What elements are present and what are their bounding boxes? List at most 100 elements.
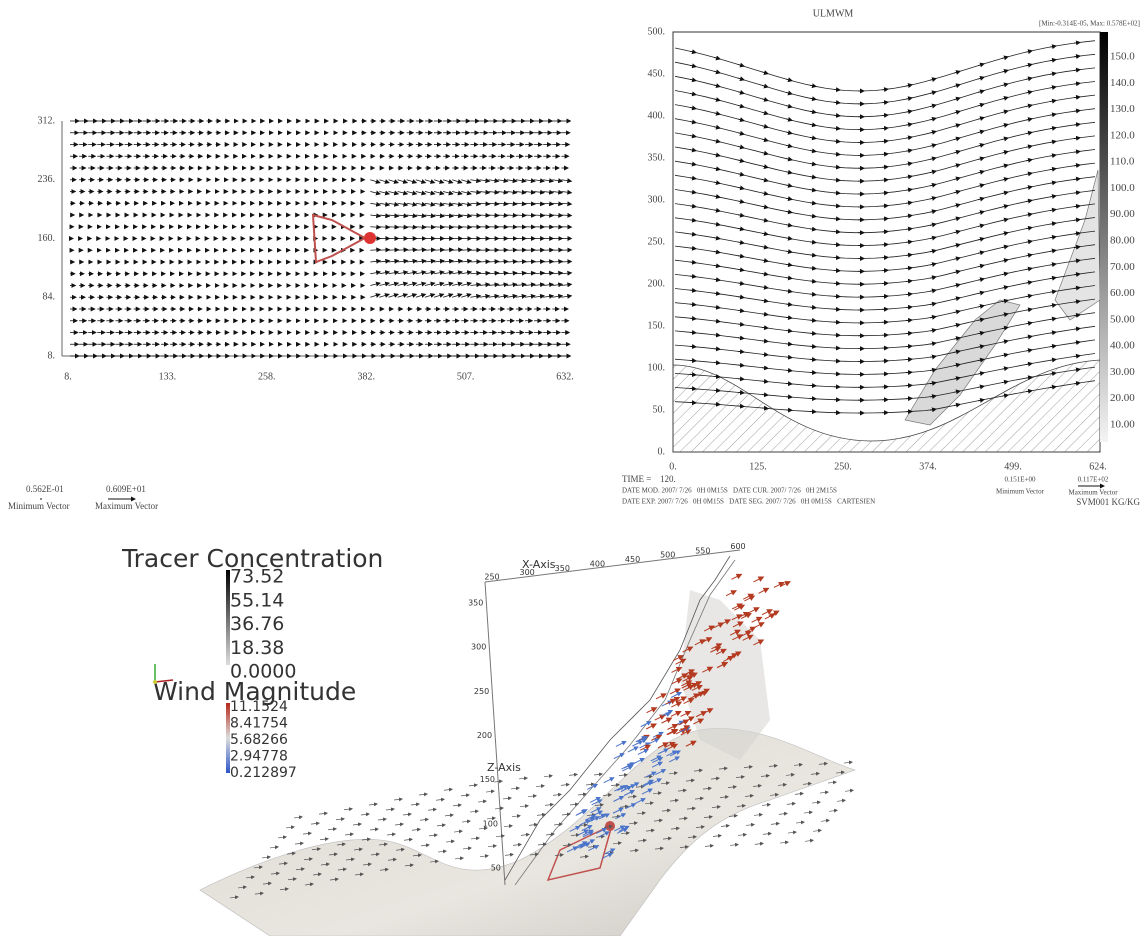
surface-vector — [429, 835, 437, 836]
surface-vector — [438, 851, 446, 852]
wind-vector — [389, 283, 399, 285]
wind-vector — [389, 192, 399, 194]
wind-vector — [1074, 151, 1080, 152]
surface-vector — [538, 844, 546, 845]
wind-vector — [810, 268, 816, 269]
wind-vector — [1002, 138, 1008, 140]
wind-vector — [470, 261, 480, 262]
wind-vector — [552, 284, 562, 285]
wind-vector — [954, 231, 960, 233]
z-tick-label: 100 — [483, 819, 498, 828]
wind-vector — [370, 215, 380, 216]
wind-vector — [954, 244, 960, 246]
colorbar-label: 20.00 — [1110, 392, 1135, 404]
wind-vector — [762, 153, 768, 155]
wind-vector — [1002, 206, 1008, 207]
wind-vector — [762, 395, 768, 396]
wind-vector — [738, 283, 744, 284]
wind-vector — [714, 141, 720, 142]
surface-vector — [403, 814, 411, 815]
wind-vector — [676, 697, 686, 702]
surface-vector — [771, 823, 779, 824]
wind-vector — [1050, 114, 1056, 115]
wind-vector — [744, 596, 754, 601]
x-tick-label: 133. — [159, 371, 177, 382]
wind-vector — [762, 314, 768, 315]
wind-vector — [1074, 179, 1080, 180]
surface-vector — [594, 774, 602, 775]
wind-vector — [507, 273, 517, 274]
wind-vector — [543, 284, 553, 285]
wind-vector — [1002, 192, 1008, 193]
wind-vector — [656, 694, 666, 699]
wind-vector — [978, 158, 984, 160]
top-left-panel: 0.562E-01 Minimum Vector 0.609E+01 Maxim… — [8, 115, 574, 511]
surface-vector — [436, 799, 444, 800]
wind-vector — [616, 741, 626, 746]
surface-vector — [511, 788, 519, 789]
surface-vector — [796, 822, 804, 823]
surface-vector — [270, 847, 278, 848]
wind-label: 11.1524 — [230, 699, 288, 715]
wind-vector — [416, 272, 426, 274]
wind-vector — [434, 203, 444, 205]
wind-vector — [534, 284, 544, 285]
surface-vector — [444, 789, 452, 790]
surface-vector — [311, 823, 319, 824]
surface-vector — [446, 841, 454, 842]
wind-vector — [379, 261, 389, 262]
surface-vector — [812, 802, 820, 803]
wind-vector — [507, 261, 517, 262]
wind-vector — [690, 248, 696, 249]
wind-vector — [738, 242, 744, 243]
wind-vector — [930, 79, 936, 81]
wind-vector — [714, 127, 720, 128]
wind-vector — [978, 64, 984, 66]
wind-vector — [379, 203, 389, 205]
y-tick-label: 312. — [38, 115, 56, 126]
surface-vector — [394, 799, 402, 800]
wind-vector — [810, 124, 816, 125]
wind-vector — [534, 215, 544, 216]
surface-vector — [713, 835, 721, 836]
surface-vector — [411, 804, 419, 805]
tracer-label: 0.0000 — [230, 661, 296, 683]
surface-vector — [562, 814, 570, 815]
colorbar-label: 60.00 — [1110, 287, 1135, 299]
wind-vector — [882, 89, 888, 90]
wind-vector — [810, 137, 816, 138]
x-tick-label: 600 — [730, 542, 745, 551]
wind-vector — [906, 228, 912, 229]
y-tick-label: 100. — [648, 362, 666, 373]
surface-vector — [503, 798, 511, 799]
wind-vector — [480, 296, 490, 297]
wind-vector — [954, 218, 960, 220]
wind-vector — [507, 215, 517, 216]
wind-vector — [425, 192, 435, 194]
wind-vector — [370, 227, 380, 228]
wind-vector — [443, 180, 453, 183]
min-vector-value: 0.562E-01 — [26, 484, 64, 494]
wind-vector — [738, 119, 744, 121]
surface-vector — [488, 846, 496, 847]
surface-vector — [520, 806, 528, 807]
wind-vector — [786, 291, 792, 292]
wind-vector — [461, 272, 471, 274]
wind-vector — [978, 185, 984, 187]
wind-vector — [480, 284, 490, 285]
wind-vector — [714, 99, 720, 101]
wind-vector — [647, 708, 657, 713]
wind-vector — [443, 294, 453, 297]
wind-vector — [762, 260, 768, 261]
wind-vector — [389, 250, 399, 251]
surface-vector — [546, 834, 554, 835]
max-vector-value: 0.117E+02 — [1078, 476, 1109, 484]
wind-vector — [516, 203, 526, 204]
wind-vector — [978, 386, 984, 387]
x-tick-label: 125. — [749, 461, 767, 472]
x-tick-label: 632. — [556, 371, 574, 382]
surface-vector — [336, 819, 344, 820]
y-tick-label: 250. — [648, 236, 666, 247]
wind-vector — [525, 284, 535, 285]
wind-vector — [810, 190, 816, 191]
